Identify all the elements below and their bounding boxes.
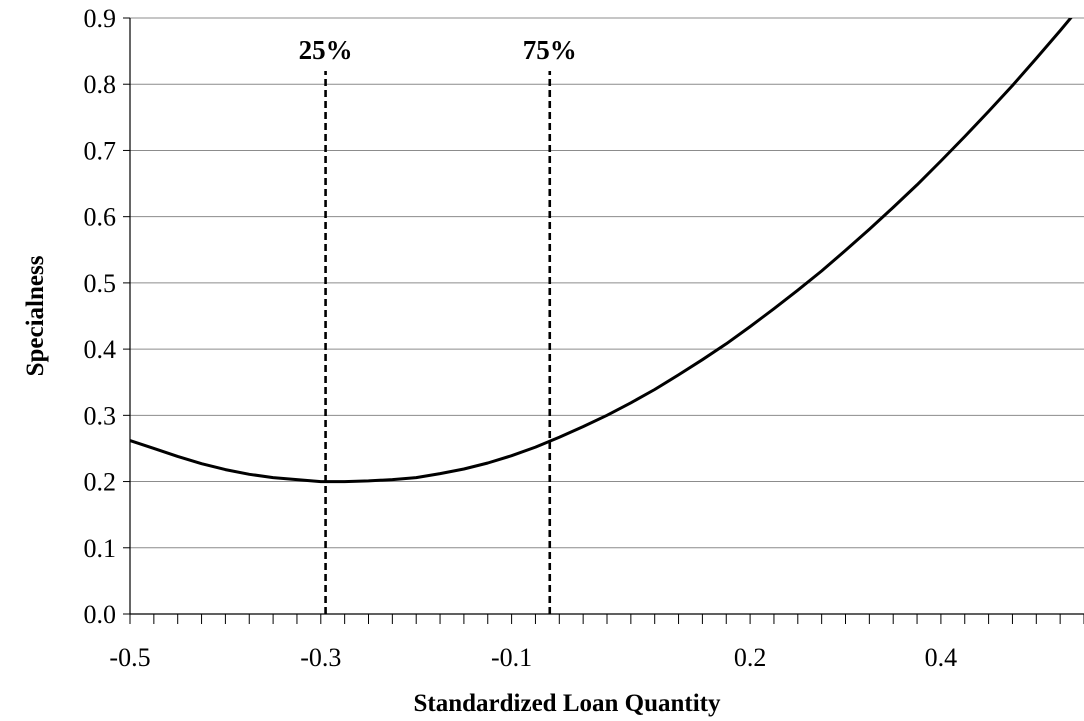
x-tick-label: 0.2 [734,643,767,672]
x-axis-title: Standardized Loan Quantity [413,690,721,717]
y-tick-label: 0.0 [84,600,117,629]
x-axis-ticks: -0.5 -0.3 -0.1 0.2 0.4 [109,614,1084,672]
y-tick-label: 0.4 [84,335,117,364]
y-tick-label: 0.7 [84,136,117,165]
quantile-reference-lines: 25% 75% [299,35,577,614]
y-tick-label: 0.2 [84,468,117,497]
y-tick-label: 0.6 [84,203,117,232]
horizontal-gridlines [130,17,1084,549]
y-tick-label: 0.8 [84,70,117,99]
y-tick-label: 0.3 [84,401,117,430]
x-tick-label: 0.4 [925,643,958,672]
x-tick-label: -0.1 [491,643,532,672]
y-tick-label: 0.5 [84,269,117,298]
y-tick-label: 0.9 [84,4,117,33]
x-tick-label: -0.5 [109,643,150,672]
y-axis-tick-labels: 0.0 0.1 0.2 0.3 0.4 0.5 0.6 0.7 0.8 0.9 [84,4,130,629]
axes [129,18,1084,615]
series-group [130,18,1073,484]
quantile-label: 75% [523,35,577,65]
x-tick-label: -0.3 [300,643,341,672]
quantile-label: 25% [299,35,353,65]
specialness-curve [130,18,1073,484]
y-tick-label: 0.1 [84,534,117,563]
y-axis-title: Specialness [22,255,49,376]
